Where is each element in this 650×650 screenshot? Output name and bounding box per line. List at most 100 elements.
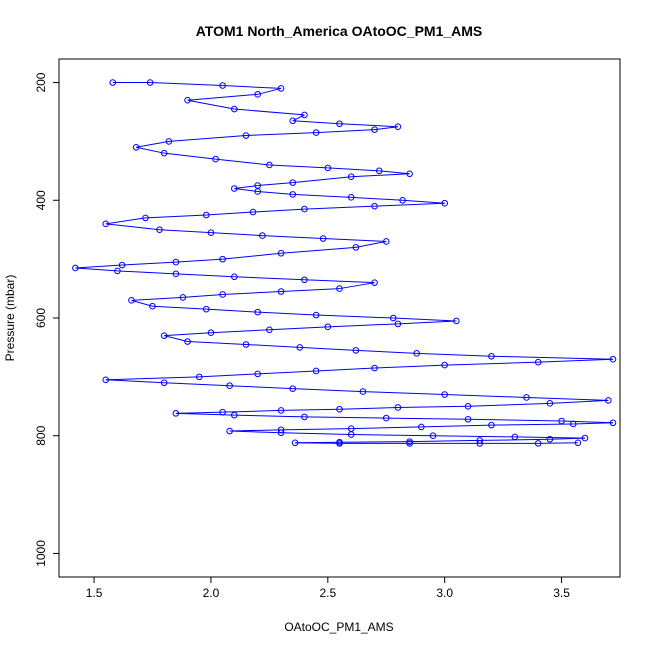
data-point <box>289 179 297 186</box>
data-point <box>464 402 472 410</box>
data-point <box>242 132 250 139</box>
data-point <box>371 364 378 372</box>
series-segment <box>351 173 410 178</box>
data-point <box>72 264 79 272</box>
x-axis: 1.5 2.0 2.5 3.0 3.5 <box>86 577 570 600</box>
series-lines <box>75 82 614 444</box>
data-point <box>605 397 612 404</box>
series-segment <box>339 441 410 443</box>
series-segment <box>131 299 153 307</box>
series-segment <box>257 311 317 316</box>
series-segment <box>299 346 356 351</box>
data-point <box>291 439 299 447</box>
series-segment <box>351 196 403 201</box>
data-point <box>382 414 390 422</box>
data-point <box>523 394 530 401</box>
data-point <box>146 79 154 86</box>
data-point <box>179 294 187 301</box>
series-segment <box>262 235 324 240</box>
data-point <box>254 188 261 195</box>
data-point <box>312 311 320 319</box>
series-segment <box>257 190 293 195</box>
data-point <box>394 404 402 411</box>
series-segment <box>561 420 614 424</box>
series-segment <box>491 355 613 360</box>
data-point <box>574 439 582 447</box>
series-segment <box>416 352 492 357</box>
series-segment <box>374 364 445 369</box>
series-segment <box>234 276 305 281</box>
data-point <box>277 85 285 92</box>
data-point <box>319 235 327 242</box>
data-point <box>219 408 226 416</box>
data-point <box>488 352 495 360</box>
series-segment <box>168 135 247 142</box>
data-point <box>371 202 378 210</box>
series-segment <box>339 123 398 128</box>
data-point <box>142 214 149 222</box>
data-point <box>207 329 215 337</box>
data-point <box>464 415 472 423</box>
series-segment <box>206 308 258 313</box>
series-segment <box>432 435 515 438</box>
data-point <box>226 427 233 435</box>
series-segment <box>421 424 492 428</box>
y-tick-label: 1000 <box>34 540 48 567</box>
data-point <box>160 332 168 339</box>
data-point <box>476 437 484 444</box>
series-segment <box>292 120 340 125</box>
data-point <box>324 164 332 172</box>
data-point <box>406 440 413 447</box>
data-point <box>254 370 261 378</box>
data-point <box>249 208 257 216</box>
series-segment <box>245 132 317 137</box>
data-point <box>389 314 397 322</box>
series-segment <box>281 288 340 293</box>
series-segment <box>210 232 263 237</box>
series-segment <box>339 406 398 410</box>
series-segment <box>199 373 258 378</box>
series-segment <box>234 188 258 192</box>
y-tick-label: 800 <box>34 425 48 445</box>
data-point <box>312 129 320 136</box>
series-segment <box>269 326 328 331</box>
data-point <box>219 291 226 298</box>
series-segment <box>234 414 305 418</box>
series-segment <box>175 273 235 278</box>
data-point <box>266 326 273 334</box>
data-point <box>172 258 180 266</box>
series-segment <box>234 185 258 189</box>
data-point <box>149 302 156 310</box>
data-point <box>254 91 261 98</box>
data-point <box>347 194 355 201</box>
data-point <box>231 273 238 281</box>
series-segment <box>549 399 609 404</box>
series-segment <box>573 422 614 425</box>
series-segment <box>374 126 398 131</box>
data-point <box>511 433 519 441</box>
data-point <box>476 440 484 447</box>
data-point <box>413 350 420 357</box>
data-point <box>226 382 233 389</box>
x-tick-label: 2.0 <box>203 586 220 600</box>
series-segment <box>206 211 254 216</box>
series-segment <box>105 223 160 231</box>
data-point <box>219 82 226 89</box>
data-point <box>212 155 219 163</box>
data-point <box>102 220 110 228</box>
series-segment <box>229 385 293 390</box>
series-segment <box>323 238 387 242</box>
series-segment <box>136 146 165 154</box>
series-segment <box>222 84 282 89</box>
data-point <box>277 288 285 295</box>
series-segment <box>355 349 417 354</box>
plot-frame <box>58 58 621 578</box>
data-point <box>219 255 226 263</box>
series-segment <box>164 335 188 343</box>
series-segment <box>164 332 211 337</box>
data-point <box>336 440 343 447</box>
series-segment <box>175 258 223 263</box>
y-axis-label: Pressure (mbar) <box>3 275 17 362</box>
series-segment <box>117 270 176 275</box>
data-point <box>172 410 180 417</box>
